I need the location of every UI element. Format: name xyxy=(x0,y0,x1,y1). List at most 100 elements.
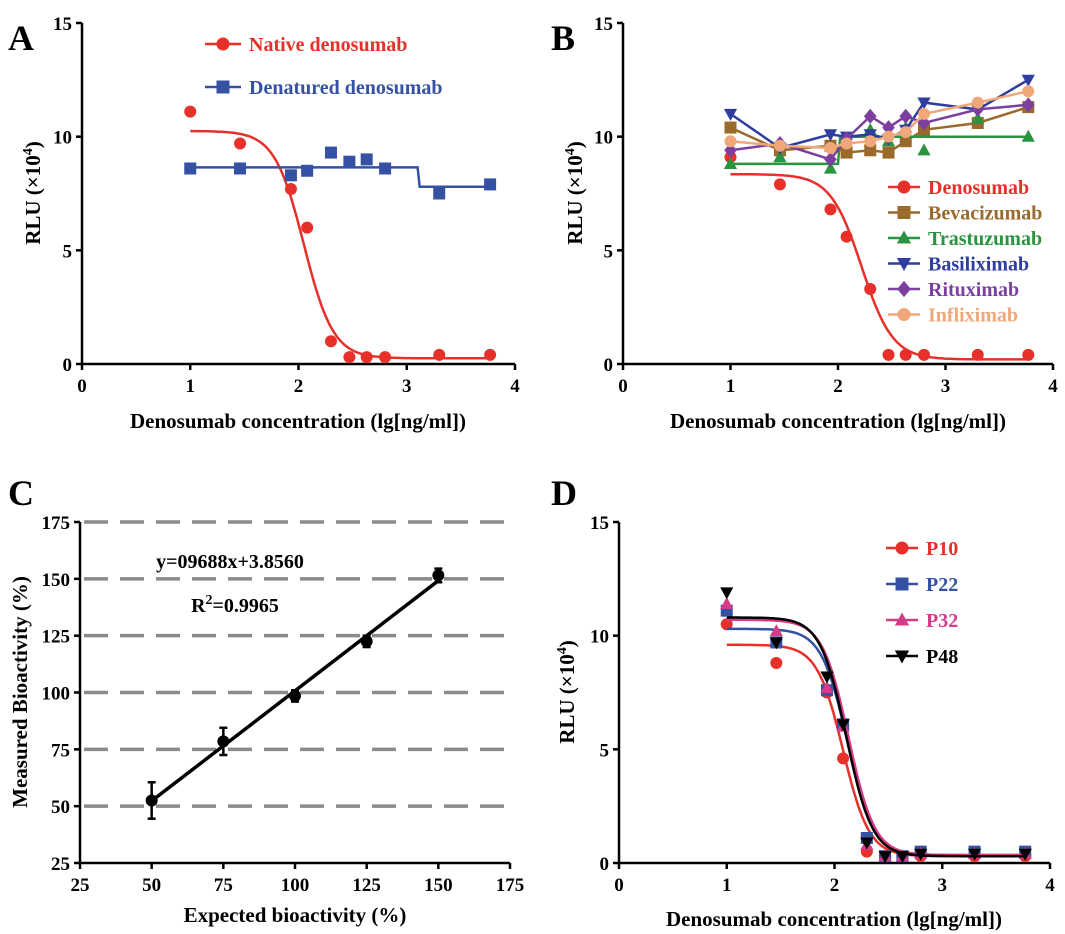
x-tick-label: 2 xyxy=(833,376,843,397)
data-point-denosumab xyxy=(824,203,837,216)
x-tick-label: 3 xyxy=(402,376,412,397)
data-point-p48 xyxy=(860,837,874,850)
r-squared-value: =0.9965 xyxy=(213,595,279,617)
data-point-denatured-denosumab xyxy=(379,162,392,175)
data-point-basiliximab xyxy=(917,97,931,110)
legend-label: Infliximab xyxy=(928,305,1018,327)
legend-item-p48: P48 xyxy=(886,646,958,668)
y-tick-label: 5 xyxy=(600,740,610,761)
legend-marker xyxy=(216,80,230,94)
data-point-rituximab xyxy=(917,115,931,131)
data-point-trastuzumab xyxy=(823,161,838,174)
legend-marker xyxy=(896,230,912,244)
fit-curve-rituximab xyxy=(730,103,1029,161)
data-point-native-denosumab xyxy=(324,335,337,348)
data-point-denosumab xyxy=(899,348,912,361)
data-point-infliximab xyxy=(864,135,877,148)
data-point-denatured-denosumab xyxy=(234,162,247,175)
x-tick-label: 75 xyxy=(214,875,233,896)
data-point-rituximab xyxy=(882,120,895,136)
x-tick-label: 50 xyxy=(142,875,161,896)
data-point-trastuzumab xyxy=(971,111,985,124)
y-tick-label: 15 xyxy=(594,14,613,35)
data-point-infliximab xyxy=(918,107,930,120)
y-axis-title: RLU (×104) xyxy=(555,640,579,744)
data-point-denosumab xyxy=(864,282,877,295)
data-point-infliximab xyxy=(971,96,984,109)
data-point-native-denosumab xyxy=(360,351,373,364)
data-point-data xyxy=(145,794,158,807)
data-point-p48 xyxy=(1018,848,1032,861)
data-point-denosumab xyxy=(1022,348,1035,361)
data-point-bevacizumab xyxy=(840,146,853,159)
y-tick-label: 0 xyxy=(604,355,614,376)
x-tick-label: 4 xyxy=(1045,875,1055,896)
data-point-infliximab xyxy=(840,137,853,150)
data-point-native-denosumab xyxy=(433,348,446,361)
data-point-bevacizumab xyxy=(882,146,895,159)
r-squared-base: R xyxy=(191,595,206,617)
r-squared: R2=0.9965 xyxy=(191,593,279,617)
x-tick-label: 2 xyxy=(294,376,304,397)
data-point-trastuzumab xyxy=(773,150,787,163)
y-axis-title: Measured Bioactivity (%) xyxy=(8,576,32,808)
data-point-rituximab xyxy=(1021,97,1035,113)
y-tick-label: 50 xyxy=(51,797,70,818)
legend-marker xyxy=(894,650,910,664)
series-native-denosumab xyxy=(184,105,497,364)
y-axis-title-superscript: 4 xyxy=(21,148,36,155)
data-point-p48 xyxy=(914,848,928,861)
fit-curve-infliximab xyxy=(730,89,1029,150)
data-point-infliximab xyxy=(824,142,837,155)
data-point-data xyxy=(360,635,373,648)
data-point-basiliximab xyxy=(723,108,738,121)
legend-marker xyxy=(897,280,911,298)
data-point-rituximab xyxy=(971,101,985,117)
data-point-basiliximab xyxy=(823,129,838,142)
data-point-trastuzumab xyxy=(723,157,738,170)
legend-label: Basiliximab xyxy=(928,254,1029,276)
y-tick-label: 10 xyxy=(590,627,609,648)
legend-label: Native denosumab xyxy=(249,34,407,56)
data-point-p32 xyxy=(720,596,734,609)
legend-item-denatured-denosumab: Denatured denosumab xyxy=(205,77,443,99)
data-point-denosumab xyxy=(918,348,930,361)
data-point-p48 xyxy=(769,637,783,650)
y-tick-label: 25 xyxy=(51,854,70,875)
data-point-denatured-denosumab xyxy=(284,169,297,182)
y-axis-title-superscript: 4 xyxy=(555,647,570,654)
panel-letter-c: C xyxy=(8,473,34,513)
fit-curve-basiliximab xyxy=(729,78,1029,150)
y-tick-label: 175 xyxy=(42,513,71,534)
legend-label: P32 xyxy=(926,610,958,632)
data-point-p48 xyxy=(878,851,892,864)
legend-marker xyxy=(896,257,912,271)
data-point-infliximab xyxy=(899,126,912,139)
panel-d: 0 1 2 3 4 0 5 10 15 Denosumab concentration (lg[n… xyxy=(555,513,1055,931)
data-point-infliximab xyxy=(1022,85,1035,98)
data-point-data xyxy=(289,689,301,702)
x-axis-title: Denosumab concentration (lg[ng/ml]) xyxy=(666,907,1002,931)
data-point-denatured-denosumab xyxy=(360,153,373,166)
y-axis-title-close: ) xyxy=(21,141,45,148)
data-point-denosumab xyxy=(971,348,984,361)
data-point-p48 xyxy=(820,671,834,684)
legend-item-native-denosumab: Native denosumab xyxy=(205,34,407,56)
x-tick-label: 0 xyxy=(77,376,87,397)
panel-letter-a: A xyxy=(8,18,34,58)
data-point-denatured-denosumab xyxy=(484,178,497,191)
y-tick-label: 10 xyxy=(594,128,613,149)
x-tick-label: 4 xyxy=(510,376,520,397)
legend-label: Denosumab xyxy=(928,177,1029,199)
r-squared-superscript: 2 xyxy=(206,593,213,608)
legend-item-basiliximab: Basiliximab xyxy=(888,254,1029,276)
data-point-bevacizumab xyxy=(899,135,912,148)
legend-label: Bevacizumab xyxy=(928,203,1042,225)
data-point-denatured-denosumab xyxy=(301,164,314,177)
data-point-rituximab xyxy=(899,108,913,124)
legend-label: Rituximab xyxy=(928,279,1019,301)
panel-letter-b: B xyxy=(551,18,575,58)
y-tick-label: 15 xyxy=(53,14,72,35)
y-tick-label: 0 xyxy=(63,355,73,376)
